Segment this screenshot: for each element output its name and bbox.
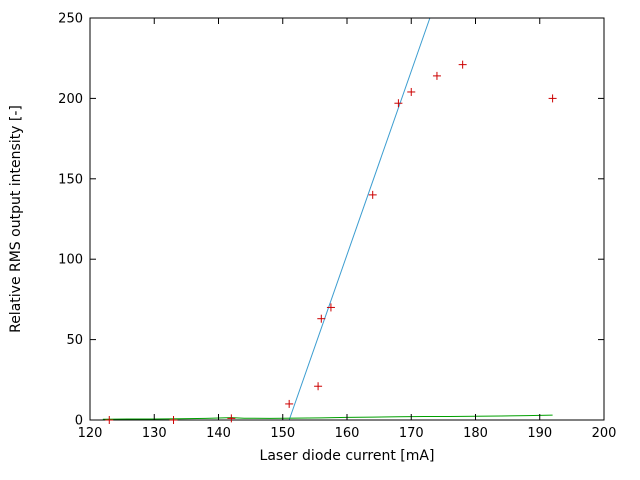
x-tick-label: 120 [78, 426, 103, 441]
x-tick-label: 200 [592, 426, 617, 441]
x-tick-label: 140 [206, 426, 231, 441]
x-tick-label: 170 [399, 426, 424, 441]
series-linear-fit-line [288, 17, 431, 421]
y-axis-label: Relative RMS output intensity [-] [8, 105, 24, 333]
series-baseline-curve [102, 414, 553, 420]
y-tick-label: 0 [75, 414, 83, 429]
x-tick-label: 180 [463, 426, 488, 441]
y-tick-label: 250 [58, 12, 83, 27]
plot-border [89, 17, 605, 421]
x-tick-label: 130 [142, 426, 167, 441]
x-tick-label: 190 [527, 426, 552, 441]
x-axis-label: Laser diode current [mA] [259, 448, 435, 464]
y-tick-label: 200 [58, 92, 83, 107]
x-tick-label: 160 [335, 426, 360, 441]
y-tick-label: 100 [58, 253, 83, 268]
y-tick-label: 50 [66, 333, 83, 348]
x-tick-label: 150 [270, 426, 295, 441]
y-tick-label: 150 [58, 172, 83, 187]
